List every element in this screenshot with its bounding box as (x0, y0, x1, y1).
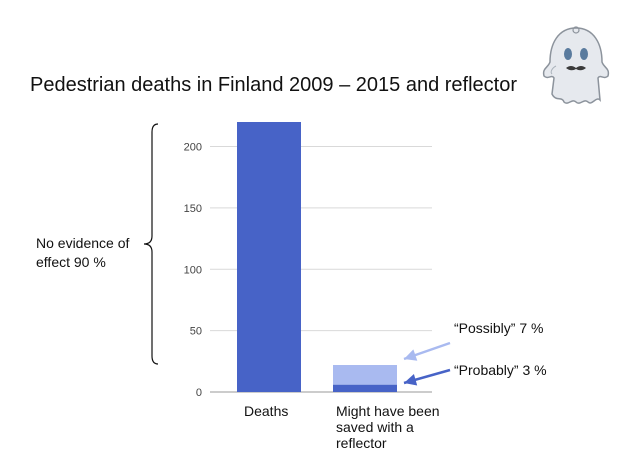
annotation-possibly: “Possibly” 7 % (454, 320, 544, 336)
bar-probably-1 (333, 384, 397, 392)
bar-probably-0 (237, 122, 301, 392)
y-tick-label: 150 (184, 203, 202, 215)
arrow-probably (403, 368, 451, 386)
annotation-probably: “Probably” 3 % (454, 362, 547, 378)
x-category-label: Deaths (244, 403, 289, 419)
y-tick-label: 0 (196, 387, 202, 399)
bar-possibly-1 (333, 365, 397, 385)
y-tick-label: 50 (190, 326, 202, 338)
y-tick-label: 200 (184, 142, 202, 154)
x-category-label: Might have been saved with a reflector (336, 403, 440, 451)
chart-title: Pedestrian deaths in Finland 2009 – 2015… (30, 74, 518, 96)
ghost-icon (542, 26, 610, 104)
arrow-possibly (403, 341, 451, 361)
y-tick-label: 100 (184, 264, 202, 276)
brace (143, 123, 159, 365)
brace-label: No evidence of effect 90 % (36, 235, 130, 270)
